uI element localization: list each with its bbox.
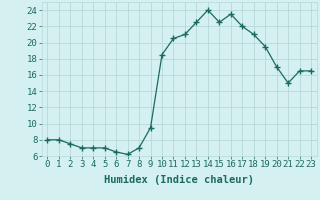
X-axis label: Humidex (Indice chaleur): Humidex (Indice chaleur) — [104, 175, 254, 185]
